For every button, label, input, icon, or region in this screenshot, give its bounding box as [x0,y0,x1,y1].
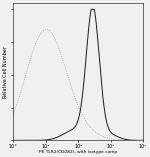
X-axis label: PE TLR2(CD282), with isotype comp: PE TLR2(CD282), with isotype comp [39,150,117,154]
Y-axis label: Relative Cell Number: Relative Cell Number [3,46,8,97]
